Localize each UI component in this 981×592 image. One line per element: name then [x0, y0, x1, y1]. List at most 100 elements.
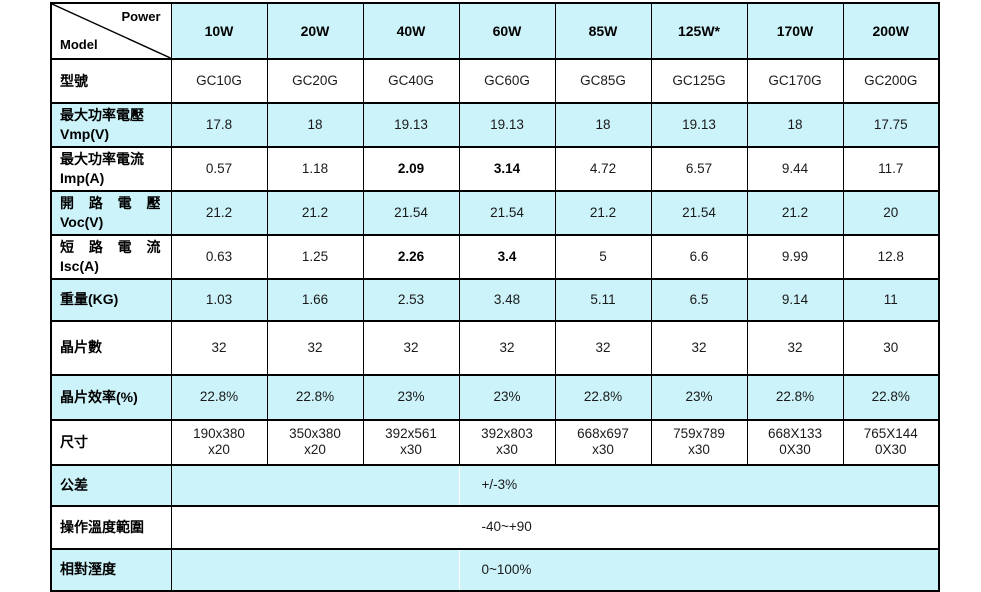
row-label-vmp: 最大功率電壓 Vmp(V) — [50, 102, 172, 148]
col-header-85w: 85W — [554, 2, 652, 60]
row-model: 型號 GC10G GC20G GC40G GC60G GC85G GC125G GC170G G… — [50, 58, 940, 104]
cell-dimensions-170w: 668X133 0X30 — [746, 418, 844, 466]
row-operating-temp: 操作溫度範圍 -40~+90 — [50, 504, 940, 550]
cell-isc-85w: 5 — [554, 233, 652, 280]
col-header-40w: 40W — [362, 2, 460, 60]
corner-label-power: Power — [121, 9, 161, 24]
row-label-text: 最大功率電壓 — [60, 107, 144, 124]
row-vmp: 最大功率電壓 Vmp(V) 17.8 18 19.13 19.13 18 19.13 18 17.… — [50, 102, 940, 148]
cell-dimensions-60w: 392x803 x30 — [458, 418, 556, 466]
cell-imp-200w: 11.7 — [842, 146, 940, 192]
cell-model-200w: GC200G — [842, 58, 940, 104]
cell-voc-40w: 21.54 — [362, 190, 460, 236]
cell-isc-170w: 9.99 — [746, 233, 844, 280]
cell-cell-count-200w: 30 — [842, 319, 940, 376]
cell-cell-count-40w: 32 — [362, 319, 460, 376]
cell-imp-60w: 3.14 — [458, 146, 556, 192]
cell-isc-20w: 1.25 — [266, 233, 364, 280]
row-tolerance: 公差 +/-3% — [50, 463, 940, 507]
cell-model-125w: GC125G — [650, 58, 748, 104]
diagonal-divider-line — [52, 4, 171, 58]
solar-panel-spec-table: Power Model 10W 20W 40W 60W 85W 125W* 170W 200W… — [50, 2, 940, 592]
cell-model-85w: GC85G — [554, 58, 652, 104]
cell-vmp-40w: 19.13 — [362, 102, 460, 148]
row-label-operating-temp: 操作溫度範圍 — [50, 504, 172, 550]
row-label-text: 晶片效率(%) — [60, 388, 138, 405]
row-label-text: 尺寸 — [60, 433, 88, 450]
cell-isc-60w: 3.4 — [458, 233, 556, 280]
cell-operating-temp-value: -40~+90 — [458, 504, 940, 550]
cell-cell-count-125w: 32 — [650, 319, 748, 376]
cell-cell-count-20w: 32 — [266, 319, 364, 376]
row-sublabel-text: Imp(A) — [60, 170, 105, 186]
cell-cell-efficiency-85w: 22.8% — [554, 373, 652, 421]
row-label-text: 公差 — [60, 476, 88, 493]
cell-dimensions-85w: 668x697 x30 — [554, 418, 652, 466]
cell-vmp-60w: 19.13 — [458, 102, 556, 148]
cell-tolerance-spacer — [170, 463, 460, 507]
cell-cell-efficiency-20w: 22.8% — [266, 373, 364, 421]
header-row: Power Model 10W 20W 40W 60W 85W 125W* 170W 200W — [50, 2, 940, 60]
cell-vmp-85w: 18 — [554, 102, 652, 148]
row-cell-count: 晶片數 32 32 32 32 32 32 32 30 — [50, 319, 940, 376]
cell-operating-temp-spacer — [170, 504, 460, 550]
table-head: Power Model 10W 20W 40W 60W 85W 125W* 170W 200W — [50, 2, 940, 60]
row-label-tolerance: 公差 — [50, 463, 172, 507]
cell-humidity-value: 0~100% — [458, 547, 940, 592]
cell-cell-count-170w: 32 — [746, 319, 844, 376]
row-label-text: 最大功率電流 — [60, 151, 144, 168]
cell-dimensions-10w: 190x380 x20 — [170, 418, 268, 466]
row-label-cell-efficiency: 晶片效率(%) — [50, 373, 172, 421]
cell-cell-efficiency-40w: 23% — [362, 373, 460, 421]
cell-weight-200w: 11 — [842, 277, 940, 322]
row-voc: 開 路 電 壓 Voc(V) 21.2 21.2 21.54 21.54 21.2 21.54… — [50, 190, 940, 236]
cell-voc-60w: 21.54 — [458, 190, 556, 236]
cell-vmp-170w: 18 — [746, 102, 844, 148]
col-header-60w: 60W — [458, 2, 556, 60]
col-header-10w: 10W — [170, 2, 268, 60]
cell-model-10w: GC10G — [170, 58, 268, 104]
col-header-125w: 125W* — [650, 2, 748, 60]
cell-dimensions-125w: 759x789 x30 — [650, 418, 748, 466]
cell-imp-85w: 4.72 — [554, 146, 652, 192]
col-header-200w: 200W — [842, 2, 940, 60]
row-label-text: 相對溼度 — [60, 561, 116, 578]
cell-tolerance-value: +/-3% — [458, 463, 940, 507]
cell-weight-85w: 5.11 — [554, 277, 652, 322]
cell-voc-200w: 20 — [842, 190, 940, 236]
table-body: 型號 GC10G GC20G GC40G GC60G GC85G GC125G GC170G G… — [50, 58, 940, 592]
cell-weight-125w: 6.5 — [650, 277, 748, 322]
row-label-imp: 最大功率電流 Imp(A) — [50, 146, 172, 192]
cell-imp-40w: 2.09 — [362, 146, 460, 192]
cell-imp-10w: 0.57 — [170, 146, 268, 192]
cell-voc-10w: 21.2 — [170, 190, 268, 236]
cell-model-20w: GC20G — [266, 58, 364, 104]
cell-voc-125w: 21.54 — [650, 190, 748, 236]
row-label-dimensions: 尺寸 — [50, 418, 172, 466]
cell-imp-170w: 9.44 — [746, 146, 844, 192]
cell-humidity-spacer — [170, 547, 460, 592]
corner-label-model: Model — [60, 37, 98, 52]
cell-cell-efficiency-170w: 22.8% — [746, 373, 844, 421]
cell-isc-10w: 0.63 — [170, 233, 268, 280]
row-cell-efficiency: 晶片效率(%) 22.8% 22.8% 23% 23% 22.8% 23% 22.8% 22.8… — [50, 373, 940, 421]
row-label-humidity: 相對溼度 — [50, 547, 172, 592]
row-label-text: 短 路 電 流 — [60, 238, 161, 255]
cell-model-170w: GC170G — [746, 58, 844, 104]
cell-imp-125w: 6.57 — [650, 146, 748, 192]
row-label-text: 型號 — [60, 72, 88, 89]
row-label-cell-count: 晶片數 — [50, 319, 172, 376]
row-label-model: 型號 — [50, 58, 172, 104]
cell-vmp-125w: 19.13 — [650, 102, 748, 148]
col-header-170w: 170W — [746, 2, 844, 60]
col-header-20w: 20W — [266, 2, 364, 60]
row-label-text: 重量(KG) — [60, 291, 119, 308]
cell-voc-20w: 21.2 — [266, 190, 364, 236]
cell-weight-170w: 9.14 — [746, 277, 844, 322]
corner-header-cell: Power Model — [50, 2, 172, 60]
row-humidity: 相對溼度 0~100% — [50, 547, 940, 592]
row-sublabel-text: Isc(A) — [60, 257, 99, 274]
cell-weight-10w: 1.03 — [170, 277, 268, 322]
row-weight: 重量(KG) 1.03 1.66 2.53 3.48 5.11 6.5 9.14 11 — [50, 277, 940, 322]
